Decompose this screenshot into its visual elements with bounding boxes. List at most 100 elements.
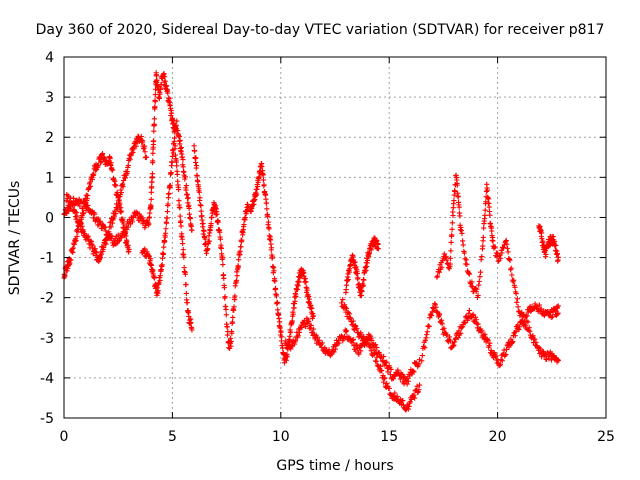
data-point [353,264,359,270]
data-point [319,340,325,346]
data-point [441,251,447,257]
data-point [306,318,312,325]
data-point [501,245,507,251]
x-tick-label: 20 [489,429,507,445]
data-point [125,242,131,248]
data-point [387,372,394,378]
data-point [525,309,531,315]
data-point [162,230,169,236]
data-point [113,210,119,216]
data-point [466,270,472,276]
data-point [217,229,223,235]
data-point [372,342,379,348]
data-point [368,247,374,253]
data-point [183,182,189,189]
data-point [381,379,387,385]
data-point [149,171,156,177]
data-point [349,321,355,328]
data-point [310,313,316,319]
data-point [168,170,174,176]
chart-title: Day 360 of 2020, Sidereal Day-to-day VTE… [36,22,605,38]
data-point [141,143,148,149]
data-point [538,230,545,236]
data-point [231,304,237,310]
data-point [113,183,119,189]
data-point [454,182,460,188]
data-point [176,134,182,140]
data-point [416,361,422,367]
data-point [433,304,439,310]
data-point [162,238,168,245]
data-point [486,342,492,349]
data-point [125,224,131,230]
data-point [460,238,466,244]
data-point [446,266,452,272]
data-point [524,313,530,319]
data-point [384,359,390,365]
data-point [343,328,350,334]
data-point [97,218,103,224]
data-point [164,208,171,215]
data-point [447,261,453,267]
data-point [166,190,172,197]
y-axis-label: SDTVAR / TECUs [7,181,23,296]
data-point [233,277,240,283]
y-tick-label: -1 [40,251,54,267]
data-point [522,323,529,329]
data-point [236,257,242,263]
data-point [191,143,197,149]
data-point [108,224,114,230]
data-point [220,262,226,268]
x-tick-label: 10 [272,429,290,445]
data-point [533,339,539,345]
data-point [168,112,174,119]
data-point [473,314,479,320]
data-point [461,319,468,325]
data-point [95,162,101,168]
data-point [419,352,425,359]
data-point [515,304,521,310]
data-point [510,338,516,345]
data-point [213,203,219,209]
data-point [118,208,124,214]
data-point [184,300,190,306]
y-tick-label: 3 [45,90,54,106]
data-point [460,324,466,330]
data-point [408,396,415,403]
y-tick-label: -3 [40,331,54,347]
data-point [478,257,484,263]
data-point [498,255,504,261]
data-point [449,220,455,226]
data-point [513,290,519,297]
data-point [492,244,498,250]
data-point [186,313,192,320]
data-point [164,215,170,221]
data-point [451,342,457,348]
data-point [217,236,224,242]
data-point [77,203,83,209]
data-point [452,188,458,194]
data-point [527,328,533,334]
data-point [385,369,391,375]
data-point [265,214,271,220]
data-point [251,197,257,203]
data-point [512,284,518,290]
data-point [538,227,544,233]
data-point [484,187,490,193]
data-point [288,329,294,335]
data-point [368,344,374,350]
y-tick-label: 2 [45,130,54,146]
series-track-10 [419,301,561,369]
data-point [178,223,184,229]
data-point [550,309,556,315]
data-point [436,269,442,275]
data-point [532,336,538,342]
data-point [177,213,183,219]
data-point [513,328,519,334]
data-point [118,189,124,196]
data-point [381,353,387,360]
data-point [110,167,116,173]
y-tick-label: 1 [45,170,54,186]
data-point [547,310,553,316]
data-point [511,277,517,283]
